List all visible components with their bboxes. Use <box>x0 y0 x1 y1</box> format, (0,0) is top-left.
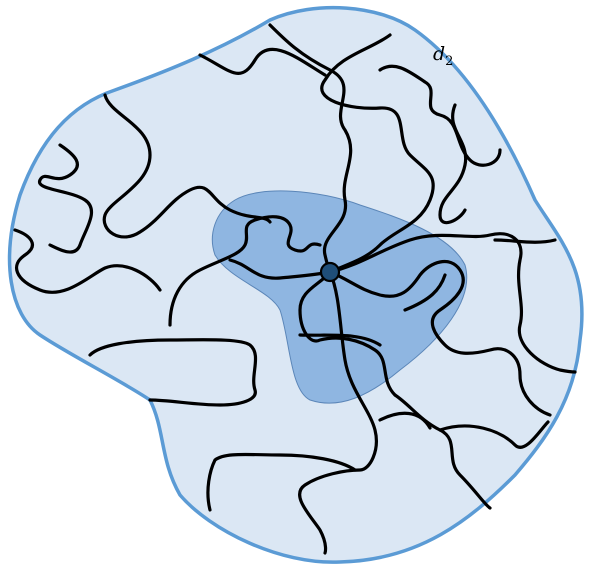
random-curve <box>403 273 447 312</box>
random-curve <box>168 215 322 327</box>
random-curve <box>298 270 397 397</box>
random-curve <box>268 23 353 274</box>
random-curve <box>328 232 577 374</box>
domain-label-subscript: 2 <box>445 54 453 69</box>
random-curve <box>320 33 435 274</box>
random-curve <box>328 259 552 417</box>
random-curve <box>206 452 357 512</box>
random-curve <box>378 64 502 167</box>
random-curve <box>88 338 258 407</box>
random-curve <box>493 238 557 244</box>
random-curve <box>438 420 550 449</box>
random-curve <box>393 393 492 510</box>
random-curve <box>13 228 162 294</box>
random-curve <box>102 93 272 239</box>
center-point <box>319 261 341 283</box>
random-curve <box>298 270 378 555</box>
random-curve <box>198 47 327 77</box>
random-curve <box>438 103 468 225</box>
random-curve <box>228 258 332 280</box>
random-curves-group <box>13 23 577 555</box>
random-curve <box>378 411 432 430</box>
random-curve <box>298 333 382 347</box>
domain-label: d2 <box>433 43 453 69</box>
domain-label-main: d <box>433 43 445 65</box>
random-curve <box>38 143 93 254</box>
